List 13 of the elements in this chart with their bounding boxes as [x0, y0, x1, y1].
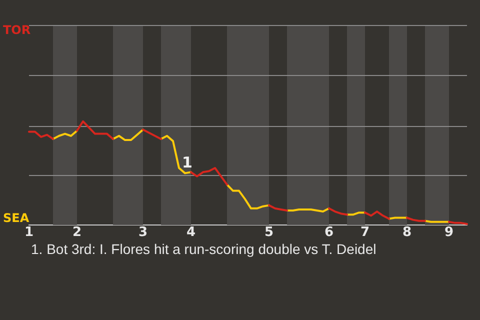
text: TOR [3, 23, 31, 37]
x-tick-label: 2 [72, 225, 82, 240]
x-tick-label: 5 [264, 225, 274, 240]
x-tick-label: 7 [360, 225, 370, 240]
x-tick-label: 3 [138, 225, 148, 240]
x-tick-label: 9 [444, 225, 454, 240]
annotation: 1 [182, 154, 192, 172]
x-tick-label: 8 [402, 225, 412, 240]
x-tick-label: 4 [186, 225, 196, 240]
x-tick-label: 6 [324, 225, 334, 240]
x-tick-label: 1 [24, 225, 34, 240]
text: 1. Bot 3rd: I. Flores hit a run-scoring double vs T. Deidel [31, 241, 376, 257]
annotation: SEA [3, 211, 30, 225]
